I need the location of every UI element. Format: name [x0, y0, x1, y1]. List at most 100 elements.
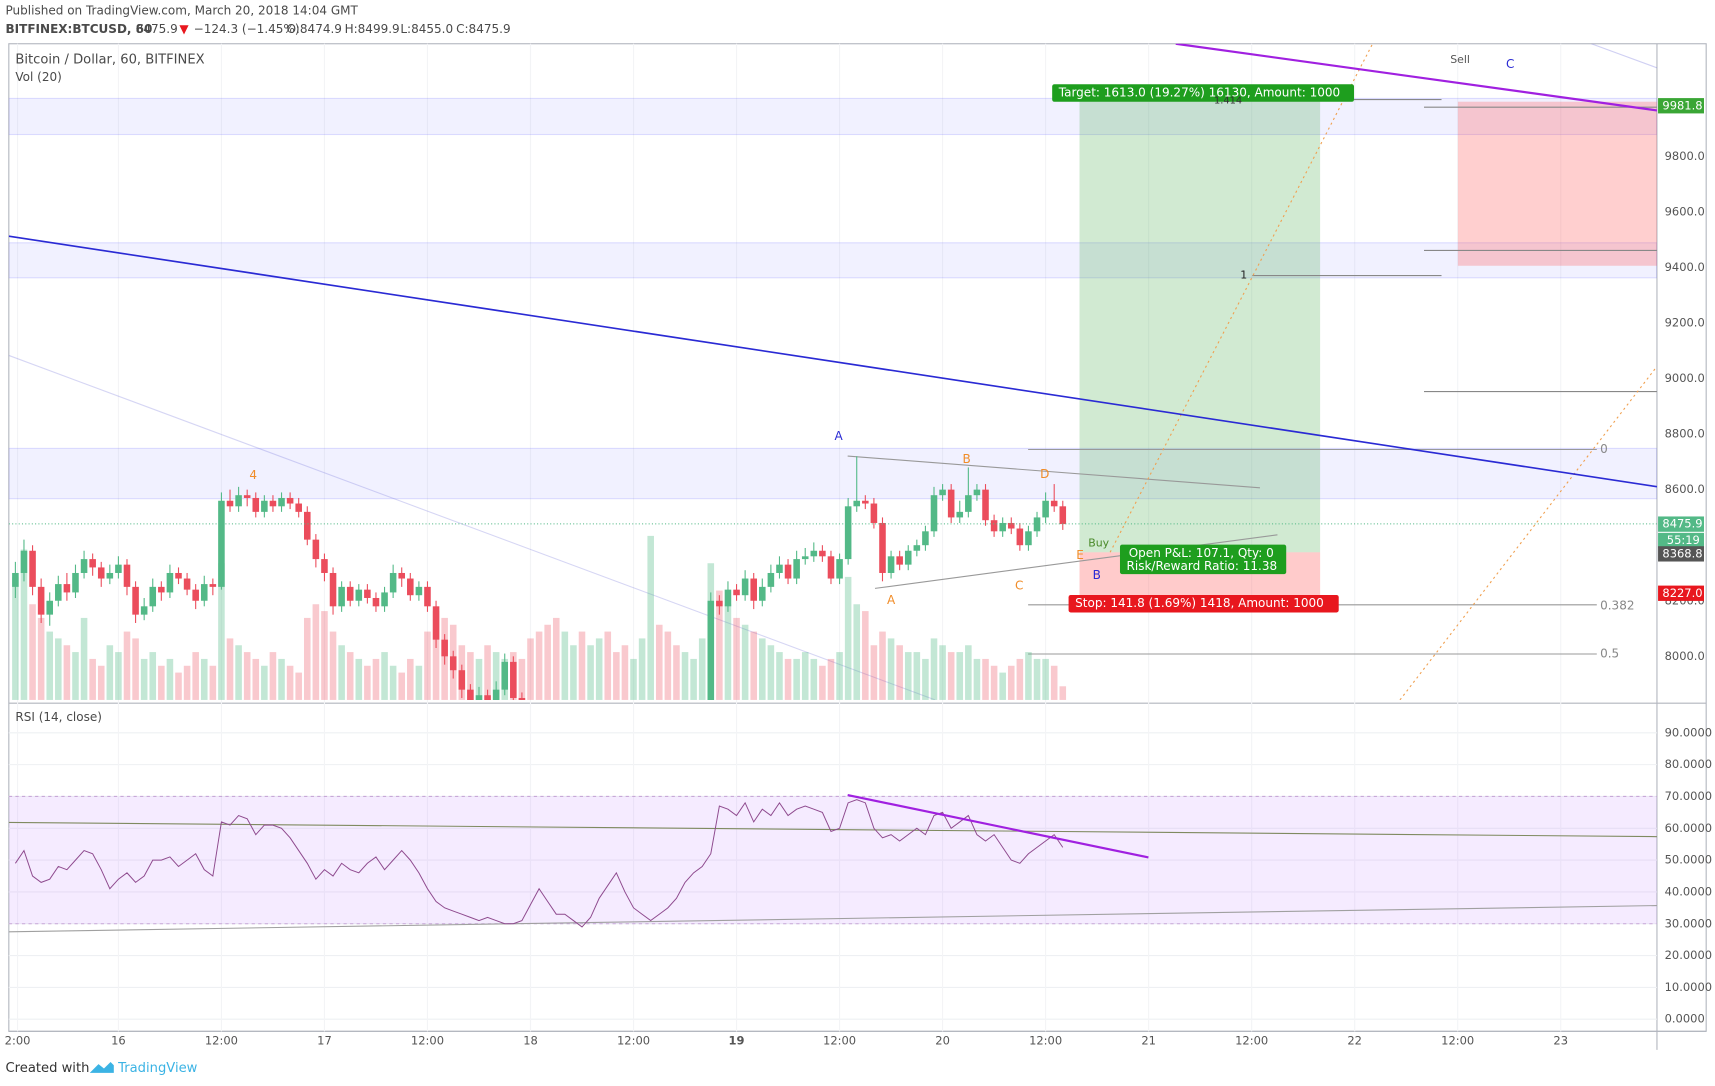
projection [1399, 366, 1657, 700]
wave-label: D [1040, 467, 1049, 481]
candle-body [106, 572, 114, 579]
ohlc-high: H:8499.9 [345, 22, 400, 36]
rsi-line [14, 799, 1064, 928]
time-tick-label: 12:00 [1235, 1034, 1268, 1048]
volume-bar [673, 645, 680, 700]
rsi-tick-label: 60.0000 [1665, 821, 1712, 835]
volume-bar [535, 631, 543, 700]
time-tick-label: 2:00 [5, 1034, 31, 1048]
candle-body [1042, 500, 1049, 518]
candle-body [46, 600, 54, 615]
candle-body [158, 586, 165, 593]
volume-bar [604, 631, 612, 700]
logo-icon [89, 1061, 114, 1073]
rsi-tick-label: 20.0000 [1665, 948, 1712, 962]
volume-bar [776, 652, 783, 700]
volume-bar [1007, 665, 1015, 700]
candle-body [80, 559, 88, 573]
candle-body [415, 586, 423, 596]
candle-body [252, 497, 260, 512]
rsi-tick-label: 10.0000 [1665, 980, 1712, 994]
volume-bar [278, 658, 285, 700]
volume-bar [827, 658, 835, 700]
ohlc-low: L:8455.0 [400, 22, 453, 36]
volume-bar [115, 652, 122, 700]
volume-bar [793, 658, 800, 700]
volume-bar [810, 658, 818, 700]
volume-bar [930, 638, 938, 700]
time-tick-label: 18 [523, 1034, 538, 1048]
zone [8, 97, 1657, 136]
wave-label: 4 [249, 468, 257, 482]
rsi-tick-label: 40.0000 [1665, 884, 1712, 898]
candle-body [372, 597, 380, 607]
volume-bar [321, 611, 328, 700]
price-tag [1658, 98, 1704, 114]
ohlc-open: O:8474.9 [287, 22, 342, 36]
candle-body [183, 578, 191, 590]
rsi-tick-label: 0.0000 [1665, 1012, 1705, 1026]
wave-label: A [887, 593, 896, 607]
candle-body [827, 556, 835, 579]
pane-title: Bitcoin / Dollar, 60, BITFINEX [15, 53, 204, 68]
countdown-label: 55:19 [1667, 533, 1700, 547]
candle-body [947, 489, 955, 518]
candle-body [1016, 528, 1024, 546]
volume-bar [252, 658, 260, 700]
time-tick-label: 12:00 [205, 1034, 238, 1048]
candle-body [321, 559, 328, 573]
volume-bar [578, 631, 586, 700]
candle-body [819, 550, 826, 557]
volume-bar [527, 638, 534, 700]
candle-body [235, 495, 242, 507]
candle-body [261, 500, 268, 512]
footer-brand[interactable]: TradingView [117, 1061, 197, 1076]
volume-bar [235, 645, 242, 700]
candle-body [132, 586, 139, 615]
volume-bar [329, 631, 337, 700]
candle-body [870, 503, 878, 523]
volume-bar [269, 652, 277, 700]
volume-bar [106, 645, 114, 700]
volume-bar [844, 576, 852, 700]
candle-body [398, 572, 405, 579]
price-tick-label: 8000.0 [1665, 649, 1705, 663]
price-tag [1658, 546, 1704, 562]
candle-body [115, 564, 122, 573]
volume-bar [192, 652, 199, 700]
axes: 8000.08200.08400.08600.08800.09000.09200… [5, 98, 1712, 1048]
volume-bar [123, 631, 131, 700]
candle-body [432, 606, 440, 640]
time-tick-label: 12:00 [823, 1034, 856, 1048]
volume-bar [312, 604, 320, 700]
candle-body [175, 572, 182, 579]
stop-label: Stop: 141.8 (1.69%) 1418, Amount: 1000 [1075, 596, 1324, 610]
candle-body [29, 550, 36, 587]
time-tick-label: 12:00 [411, 1034, 444, 1048]
volume-bar [741, 624, 749, 700]
volume-bar [467, 652, 474, 700]
candle-body [37, 586, 45, 615]
volume-bar [862, 611, 869, 700]
volume-bar [982, 658, 989, 700]
candle-body [801, 556, 809, 560]
candle-body [750, 578, 757, 601]
candle-body [767, 572, 775, 587]
candle-body [853, 500, 861, 507]
buy-label: Buy [1088, 537, 1109, 550]
published-text: Published on TradingView.com, March 20, … [6, 3, 359, 17]
candle-body [407, 578, 414, 596]
price-tick-label: 9000.0 [1665, 371, 1705, 385]
volume-bar [999, 672, 1006, 700]
candle-body [724, 589, 732, 607]
candle-body [329, 572, 337, 607]
volume-bar [63, 645, 71, 700]
volume-bar [140, 658, 148, 700]
candle-body [896, 556, 903, 565]
volume-bar [836, 652, 843, 700]
candle-body [492, 689, 500, 700]
volume-bar [80, 617, 88, 700]
price-tag [1658, 585, 1704, 601]
volume-bar [226, 638, 234, 700]
